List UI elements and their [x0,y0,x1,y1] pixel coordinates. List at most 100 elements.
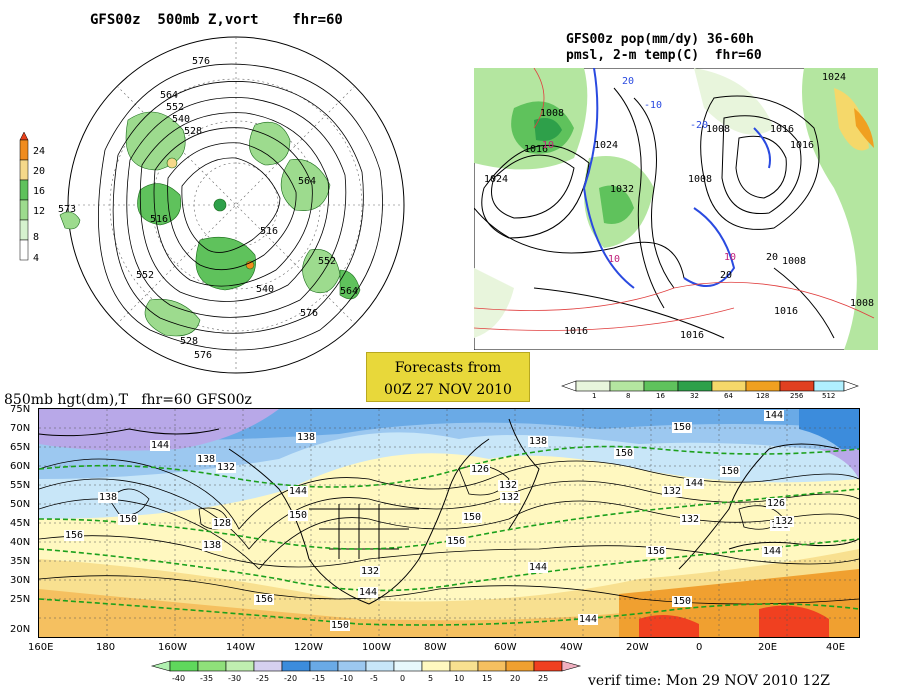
vort-scale-bar [19,131,29,261]
contour-label: 576 [300,308,319,319]
height-label: 156 [646,546,667,557]
banner-line2: 00Z 27 NOV 2010 [384,382,512,398]
lat-label: 25N [10,594,31,605]
height-label: 144 [358,587,379,598]
contour-label: 552 [136,270,155,281]
height-label: 138 [296,432,317,443]
precip-scale-label: 256 [790,392,804,400]
height-label: 138 [196,454,217,465]
temp-scale-label: -25 [256,674,270,683]
temp-label: 20 [766,252,779,263]
lon-label: 20W [626,642,649,653]
contour-label: 516 [260,226,279,237]
isobar-label: 1008 [706,124,731,135]
contour-label: 576 [194,350,213,361]
contour-label: 552 [318,256,337,267]
lon-label: 100W [362,642,391,653]
isobar-label: 1008 [782,256,807,267]
temp-label: 10 [608,254,621,265]
height-label: 144 [578,614,599,625]
isobar-label: 1008 [688,174,713,185]
contour-label: 564 [160,90,179,101]
height-label: 150 [720,466,741,477]
side-contour-label: 573 [58,204,77,215]
isobar-label: 1016 [790,140,815,151]
height-label: 138 [202,540,223,551]
vort-scale-label: 4 [33,253,40,264]
height-label: 138 [528,436,549,447]
temp-label: -20 [690,120,709,131]
precip-scale-label: 32 [690,392,699,400]
height-label: 132 [774,516,795,527]
lat-label: 50N [10,499,31,510]
height-label: 150 [672,596,693,607]
lat-label: 75N [10,404,31,415]
height-label: 156 [446,536,467,547]
lat-label: 30N [10,575,31,586]
vort-scale-label: 12 [33,206,46,217]
height-label: 150 [330,620,351,631]
lat-label: 55N [10,480,31,491]
map850-title: 850mb hgt(dm),T fhr=60 GFS00z [4,392,252,408]
lat-label: 65N [10,442,31,453]
height-label: 144 [684,478,705,489]
temp-label: -10 [644,100,663,111]
isobar-label: 1016 [564,326,589,337]
isobar-label: 1024 [484,174,509,185]
temp-scale-label: 0 [400,674,406,683]
temp-scale-bar [150,660,582,672]
precip-scale-label: 64 [724,392,733,400]
lat-label: 45N [10,518,31,529]
temp-scale-label: 10 [454,674,465,683]
isobar-label: 1016 [774,306,799,317]
temp-scale-label: -35 [200,674,214,683]
lon-label: 120W [294,642,323,653]
isobar-label: 1016 [770,124,795,135]
precip-scale-label: 512 [822,392,836,400]
height-label: 156 [64,530,85,541]
height-label: 144 [288,486,309,497]
banner-line1: Forecasts from [394,360,502,376]
lat-label: 20N [10,624,31,635]
lon-label: 0 [696,642,703,653]
height-label: 128 [212,518,233,529]
precip-scale-bar [561,380,859,392]
height-label: 126 [470,464,491,475]
height-label: 132 [662,486,683,497]
temp-label: 20 [622,76,635,87]
contour-label: 528 [180,336,199,347]
pmsl-title-line2: pmsl, 2-m temp(C) fhr=60 [566,48,762,63]
map-850mb [38,408,860,638]
height-label: 132 [680,514,701,525]
temp-scale-label: -5 [370,674,378,683]
height-label: 150 [288,510,309,521]
isobar-label: 1008 [540,108,565,119]
lon-label: 40W [560,642,583,653]
lon-label: 40E [826,642,846,653]
temp-label: 10 [724,252,737,263]
forecast-banner: Forecasts from 00Z 27 NOV 2010 [366,352,530,402]
height-label: 126 [766,498,787,509]
temp-scale-label: 15 [482,674,493,683]
height-label: 132 [498,480,519,491]
vort-scale-label: 16 [33,186,46,197]
contour-label: 540 [256,284,275,295]
height-label: 150 [462,512,483,523]
vort-scale-label: 20 [33,166,46,177]
height-label: 144 [150,440,171,451]
height-label: 150 [614,448,635,459]
polar-500mb-panel: GFS00z 500mb Z,vort fhr=60 [0,0,450,380]
lat-label: 60N [10,461,31,472]
height-label: 144 [762,546,783,557]
isobar-label: 1024 [822,72,847,83]
pmsl-title-line1: GFS00z pop(mm/dy) 36-60h [566,32,754,47]
contour-label: 552 [166,102,185,113]
height-label: 144 [528,562,549,573]
temp-scale-label: -15 [312,674,326,683]
polar-panel-title: GFS00z 500mb Z,vort fhr=60 [90,12,343,28]
lat-label: 70N [10,423,31,434]
lon-label: 160E [28,642,54,653]
lon-label: 60W [494,642,517,653]
isobar-label: 1024 [594,140,619,151]
contour-label: 528 [184,126,203,137]
